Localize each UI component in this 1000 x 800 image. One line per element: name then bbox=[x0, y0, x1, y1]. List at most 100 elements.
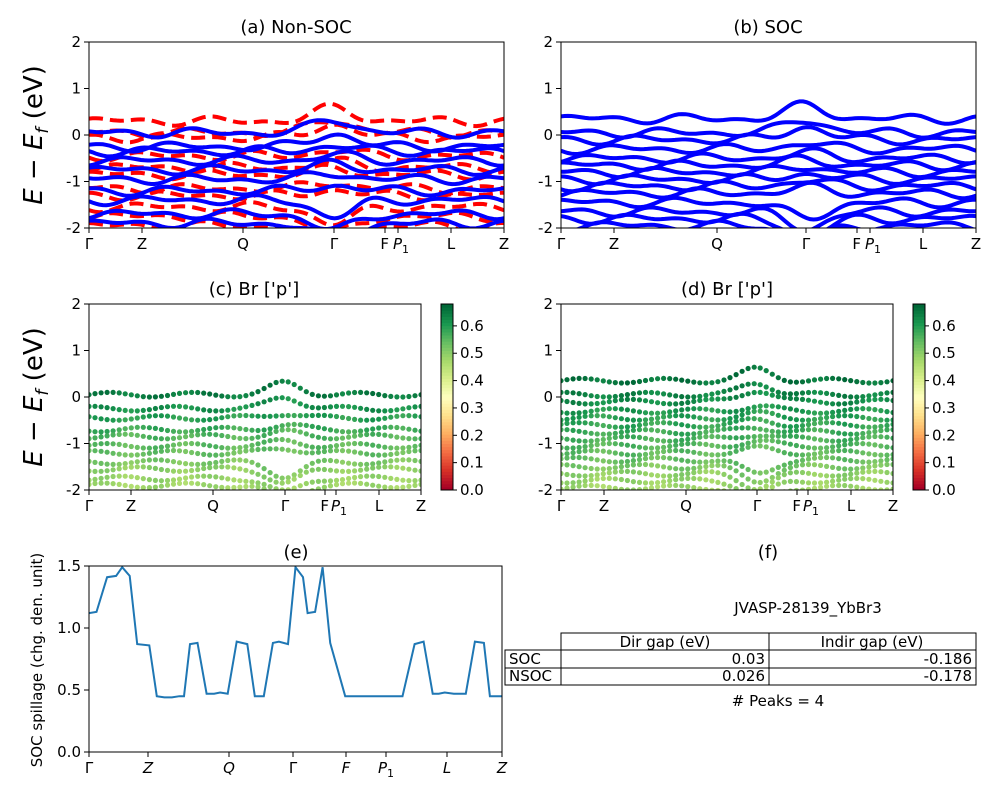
projection-point bbox=[787, 451, 794, 457]
colorbar-swatch bbox=[913, 356, 925, 361]
projection-point bbox=[757, 426, 763, 432]
projection-point bbox=[339, 414, 346, 421]
projection-point bbox=[775, 433, 781, 439]
projection-point bbox=[685, 475, 691, 481]
projection-point bbox=[364, 441, 370, 447]
projection-point bbox=[648, 455, 655, 461]
projection-point bbox=[667, 438, 673, 444]
projection-point bbox=[303, 422, 309, 428]
projection-point bbox=[358, 461, 364, 467]
projection-point bbox=[104, 428, 110, 435]
projection-point bbox=[201, 482, 207, 488]
projection-point bbox=[848, 394, 854, 400]
projection-point bbox=[267, 397, 273, 403]
projection-point bbox=[661, 429, 667, 435]
projection-point bbox=[279, 436, 285, 443]
projection-point bbox=[570, 450, 576, 456]
projection-point bbox=[183, 441, 189, 447]
colorbar-swatch bbox=[441, 304, 453, 308]
colorbar-swatch bbox=[913, 483, 925, 488]
x-tick-label: P1 bbox=[378, 759, 394, 780]
projection-point bbox=[249, 479, 255, 485]
projection-point bbox=[685, 399, 691, 406]
y-tick-label: 2 bbox=[71, 295, 81, 313]
projection-point bbox=[122, 442, 128, 448]
projection-point bbox=[189, 405, 195, 411]
projection-point bbox=[824, 375, 830, 382]
projection-point bbox=[110, 441, 116, 447]
projection-point bbox=[122, 482, 128, 488]
projection-point bbox=[176, 448, 183, 454]
projection-point bbox=[612, 406, 618, 412]
projection-point bbox=[830, 409, 836, 415]
projection-point bbox=[164, 392, 171, 399]
projection-point bbox=[624, 477, 631, 484]
projection-point bbox=[570, 390, 576, 396]
projection-point bbox=[727, 375, 733, 381]
projection-point bbox=[673, 442, 679, 448]
projection-point bbox=[394, 413, 400, 419]
projection-point bbox=[860, 450, 866, 456]
projection-point bbox=[787, 395, 794, 401]
projection-point bbox=[594, 407, 600, 413]
projection-point bbox=[89, 403, 92, 409]
projection-point bbox=[183, 461, 189, 467]
projection-point bbox=[297, 483, 303, 489]
projection-point bbox=[872, 463, 878, 469]
projection-point bbox=[799, 434, 806, 440]
projection-point bbox=[691, 465, 697, 471]
projection-point bbox=[201, 461, 207, 467]
projection-point bbox=[412, 457, 418, 464]
projection-point bbox=[225, 424, 231, 430]
projection-point bbox=[848, 431, 854, 437]
projection-point bbox=[285, 479, 291, 485]
projection-point bbox=[648, 376, 655, 383]
colorbar-swatch bbox=[441, 406, 453, 410]
projection-point bbox=[358, 480, 364, 486]
projection-point bbox=[872, 396, 878, 403]
projection-point bbox=[775, 481, 781, 487]
colorbar-swatch bbox=[913, 307, 925, 311]
projection-point bbox=[739, 472, 745, 478]
projection-point bbox=[618, 464, 625, 470]
projection-point bbox=[642, 417, 649, 423]
projection-point bbox=[769, 433, 775, 439]
x-tick-label: L bbox=[447, 235, 456, 253]
projection-point bbox=[818, 416, 824, 422]
projection-point bbox=[588, 456, 594, 462]
projection-point bbox=[636, 452, 643, 458]
projection-point bbox=[339, 468, 346, 474]
projection-point bbox=[406, 393, 412, 400]
projection-point bbox=[842, 442, 848, 448]
projection-point bbox=[824, 454, 830, 461]
projection-point bbox=[412, 467, 418, 473]
projection-point bbox=[352, 449, 358, 455]
projection-point bbox=[624, 487, 630, 490]
y-tick-label: 0 bbox=[71, 126, 81, 144]
projection-point bbox=[878, 462, 884, 468]
projection-point bbox=[400, 484, 406, 490]
projection-point bbox=[830, 455, 836, 461]
projection-point bbox=[201, 426, 207, 433]
projection-point bbox=[104, 433, 110, 439]
projection-point bbox=[382, 452, 388, 458]
projection-point bbox=[805, 470, 812, 476]
projection-point bbox=[576, 449, 582, 455]
projection-point bbox=[793, 442, 800, 449]
projection-point bbox=[836, 392, 842, 398]
soc-band-line bbox=[561, 180, 976, 201]
colorbar-swatch bbox=[441, 393, 453, 398]
projection-point bbox=[824, 390, 830, 396]
projection-point bbox=[691, 394, 697, 400]
projection-point bbox=[89, 477, 92, 483]
projection-point bbox=[799, 390, 806, 396]
projection-point bbox=[655, 428, 661, 434]
projection-point bbox=[267, 430, 273, 436]
projection-point bbox=[667, 478, 673, 484]
colorbar-swatch bbox=[441, 434, 453, 438]
projection-point bbox=[339, 391, 346, 397]
projection-point bbox=[606, 459, 612, 465]
table-cell-indir: -0.186 bbox=[924, 650, 972, 668]
colorbar-3: 0.00.10.20.30.40.50.6 bbox=[912, 303, 956, 499]
colorbar-swatch bbox=[441, 344, 453, 348]
